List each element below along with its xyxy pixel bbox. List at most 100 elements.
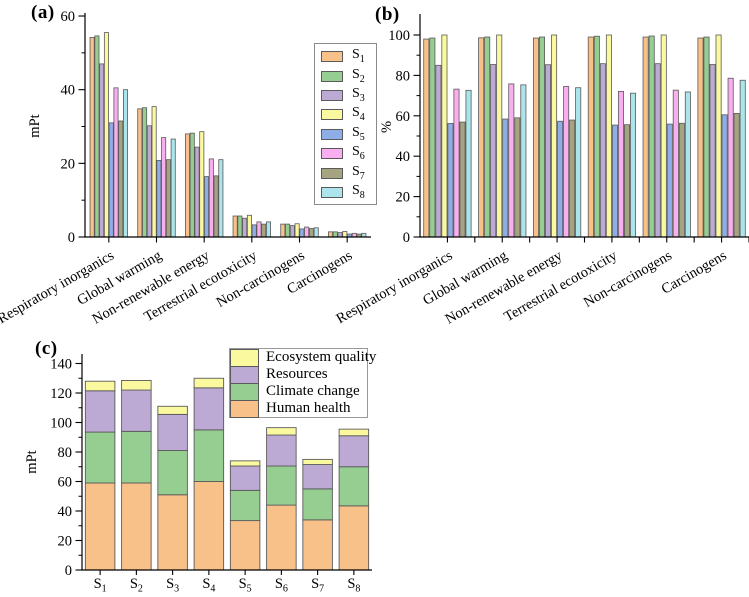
legend-label-S5: S5 [352,124,365,143]
x-category-label: S1 [94,576,107,595]
bar-S6-2 [563,86,570,238]
legend-item-S7: S7 [315,163,376,182]
bar-S7-1 [165,159,171,238]
stack-Human-health-S2 [121,482,152,571]
bar-S8-3 [266,221,272,238]
bar-S1-3 [587,36,594,238]
bar-S1-5 [697,37,704,238]
y-tick-label: 0 [403,230,410,246]
stack-Climate-change-S1 [84,431,116,484]
bar-S4-1 [496,34,503,238]
legend-item-human-health: Human health [230,400,367,418]
bar-S2-4 [285,223,291,238]
stack-Resources-S5 [229,465,261,491]
legend-swatch-ecosystem-quality [230,349,259,367]
bar-S7-4 [308,228,314,238]
bar-S5-4 [299,228,305,238]
bar-S3-0 [99,63,105,238]
y-tick-label: 40 [58,504,73,520]
y-tick-label: 60 [61,9,76,25]
bar-S3-3 [242,217,248,238]
legend-label-human-health: Human health [266,400,351,416]
stack-Resources-S1 [84,390,116,433]
y-tick-label: 100 [388,28,410,44]
bar-S4-3 [246,214,252,238]
chart-c: S1 S2 S3 S4 S5 S6 S7 S8 0 20 40 60 80 100 120 140 mPt [24,354,372,595]
stack-Climate-change-S7 [302,488,333,521]
bar-S3-5 [337,232,343,238]
x-category-label: S3 [166,576,179,595]
bar-S3-5 [709,64,716,238]
y-tick-label: 40 [61,83,76,99]
bar-S8-0 [465,89,472,238]
bar-S6-3 [617,90,624,238]
bar-S2-4 [648,35,655,238]
bar-S7-3 [624,124,630,238]
legend-swatch-S7 [321,167,343,179]
stack-Climate-change-S8 [338,466,370,507]
legend-label-S8: S8 [352,183,365,201]
bar-S6-1 [161,137,167,238]
bar-S5-1 [502,118,509,238]
bar-S8-2 [575,87,582,238]
stack-Human-health-S3 [157,494,188,571]
legend-label-S2: S2 [352,66,365,85]
stack-Resources-S4 [193,387,225,431]
legend-chart-a: S1 S2 S3 S4 S5 S6 S7 S8 [314,43,377,205]
legend-swatch-S8 [321,186,343,198]
bar-S5-0 [447,123,454,238]
bar-S8-1 [170,138,176,238]
stack-Ecosystem-quality-S7 [302,458,333,465]
panel-label-a: (a) [31,2,55,23]
bar-S1-3 [232,215,238,238]
stack-Ecosystem-quality-S4 [193,377,225,389]
legend-swatch-S5 [321,128,343,140]
bar-S8-5 [739,79,746,238]
bar-S3-1 [490,64,497,238]
legend-swatch-S3 [321,89,343,101]
bar-S4-2 [199,131,205,238]
stack-Ecosystem-quality-S8 [338,428,370,437]
bar-S8-0 [123,89,129,238]
legend-chart-c: Ecosystem quality Resources Climate change… [229,348,376,418]
panel-label-c: (c) [35,338,58,359]
bar-S8-4 [684,91,691,238]
stack-Resources-S8 [338,435,370,468]
bar-S1-4 [642,36,649,238]
stack-Climate-change-S6 [266,465,297,506]
y-tick-label: 40 [396,149,411,165]
bar-S1-2 [184,133,190,238]
x-category-label: S8 [347,576,360,595]
y-tick-label: 0 [65,563,72,579]
x-category-label: S5 [239,576,252,595]
bar-S5-3 [611,124,618,238]
bar-S7-2 [213,175,219,238]
panel-label-b: (b) [375,4,400,25]
bar-S1-1 [137,108,143,238]
stack-Human-health-S4 [193,481,225,571]
legend-swatch-resources [230,366,259,384]
legend-label-ecosystem-quality: Ecosystem quality [266,349,377,365]
bar-S8-3 [630,92,637,238]
bar-S2-5 [332,231,338,238]
stack-Climate-change-S4 [193,429,225,482]
stack-Resources-S7 [302,464,333,490]
legend-swatch-human-health [230,400,259,418]
bar-S5-4 [666,123,673,238]
bar-S6-5 [727,77,734,238]
legend-label-resources: Resources [266,366,328,382]
bar-S7-0 [118,120,124,238]
bar-S5-1 [156,159,162,238]
legend-item-ecosystem-quality: Ecosystem quality [230,349,376,367]
x-category-label: S6 [275,576,288,595]
bar-S8-1 [520,84,527,238]
legend-swatch-S2 [321,70,343,82]
stack-Human-health-S7 [302,519,333,571]
y-tick-label: 0 [68,230,75,246]
stack-Human-health-S8 [338,505,370,571]
bar-S1-0 [89,36,95,238]
legend-swatch-S6 [321,148,343,160]
